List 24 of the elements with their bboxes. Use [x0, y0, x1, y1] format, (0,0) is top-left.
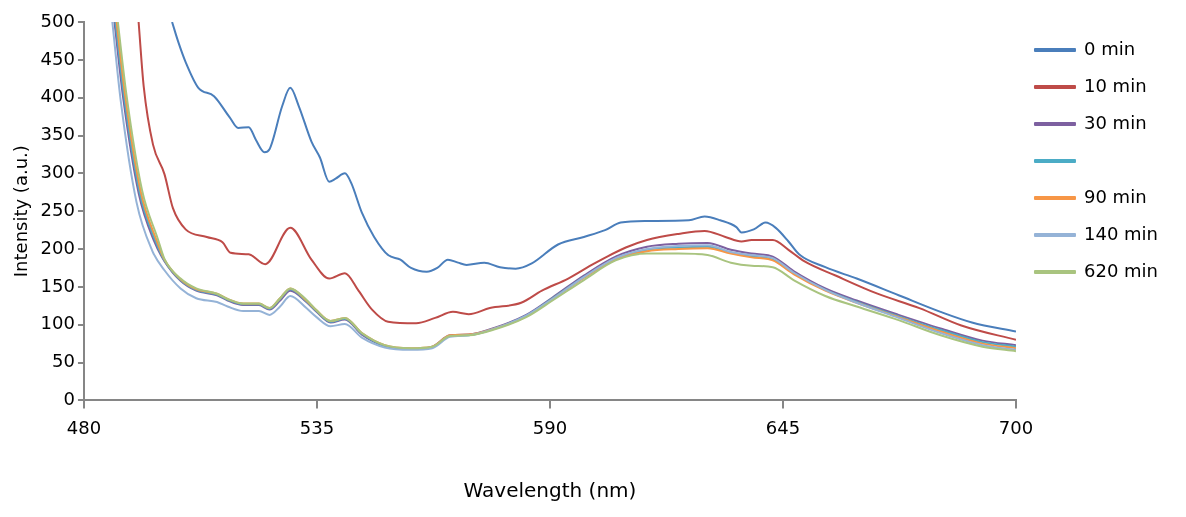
y-tick-label: 500	[40, 9, 75, 31]
x-tick-label: 535	[299, 416, 335, 438]
legend-label: 30 min	[1083, 111, 1147, 133]
y-tick-label: 400	[40, 85, 75, 107]
legend-label: 0 min	[1083, 37, 1136, 59]
y-tick-label: 150	[40, 274, 75, 296]
y-tick-label: 50	[52, 350, 75, 372]
y-tick-label: 0	[63, 388, 75, 410]
y-tick-label: 200	[40, 236, 75, 258]
legend-label: 140 min	[1083, 222, 1159, 244]
x-axis-title: Wavelength (nm)	[463, 478, 637, 503]
x-tick-label: 645	[765, 416, 801, 438]
y-tick-label: 450	[40, 47, 75, 69]
y-tick-label: 300	[40, 161, 75, 183]
legend-label: 10 min	[1083, 74, 1147, 96]
y-axis-title: Intensity (a.u.)	[10, 145, 32, 278]
x-tick-label: 480	[66, 416, 102, 438]
y-tick-label: 100	[40, 312, 75, 334]
y-tick-label: 250	[40, 198, 75, 220]
legend-label: 90 min	[1083, 185, 1147, 207]
x-tick-label: 590	[532, 416, 568, 438]
y-tick-label: 350	[40, 123, 75, 145]
legend-label: 620 min	[1083, 259, 1159, 281]
x-tick-label: 700	[998, 416, 1034, 438]
